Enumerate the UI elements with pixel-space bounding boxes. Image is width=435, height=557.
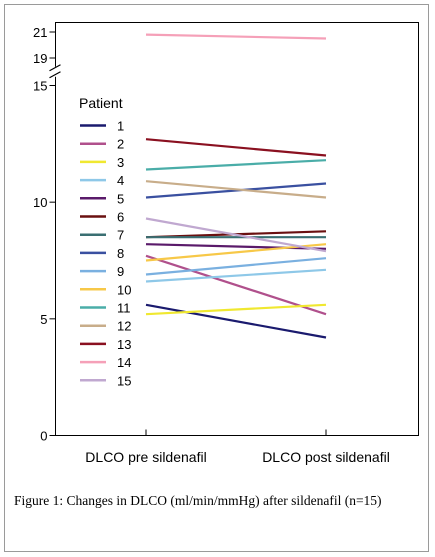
legend-label: 5 [117,191,124,206]
legend-label: 13 [117,337,131,352]
x-category-label: DLCO post sildenafil [262,449,390,465]
legend-label: 11 [117,301,131,316]
legend-label: 7 [117,228,124,243]
axis-break-mark [49,64,61,72]
y-axis: 0 5 10 15 19 21 [33,25,61,444]
y-tick-label: 21 [33,25,47,40]
series-line-patient-5 [145,243,327,250]
y-tick-label: 10 [33,195,47,210]
series-line-patient-3 [145,303,327,316]
legend-label: 1 [117,119,124,134]
legend-label: 3 [117,155,124,170]
axis-break-mark [49,71,61,79]
y-tick-label: 5 [40,312,47,327]
legend-label: 12 [117,319,131,334]
x-axis: DLCO pre sildenafil DLCO post sildenafil [85,429,390,465]
legend-label: 6 [117,210,124,225]
series-line-patient-8 [145,182,327,199]
legend-label: 9 [117,264,124,279]
series-line-patient-14 [145,33,327,40]
legend-label: 15 [117,373,131,388]
series-line-patient-4 [145,268,327,283]
legend-label: 2 [117,137,124,152]
series-line-patient-10 [145,243,327,262]
series-line-patient-13 [145,138,327,157]
legend-title: Patient [79,95,123,111]
series-lines [145,33,327,339]
legend-label: 10 [117,282,131,297]
series-line-patient-2 [145,254,327,316]
y-tick-label: 0 [40,429,47,444]
series-line-patient-1 [145,303,327,339]
x-category-label: DLCO pre sildenafil [85,449,206,465]
legend-label: 14 [117,355,131,370]
series-line-patient-12 [145,180,327,199]
series-line-patient-15 [145,217,327,253]
series-line-patient-11 [145,159,327,171]
legend-label: 8 [117,246,124,261]
series-line-patient-9 [145,257,327,276]
y-tick-label: 15 [33,79,47,94]
axis-break-gap [51,66,60,77]
figure-caption: Figure 1: Changes in DLCO (ml/min/mmHg) … [14,493,382,508]
legend-label: 4 [117,173,124,188]
y-tick-label: 19 [33,51,47,66]
plot-area [55,22,419,436]
